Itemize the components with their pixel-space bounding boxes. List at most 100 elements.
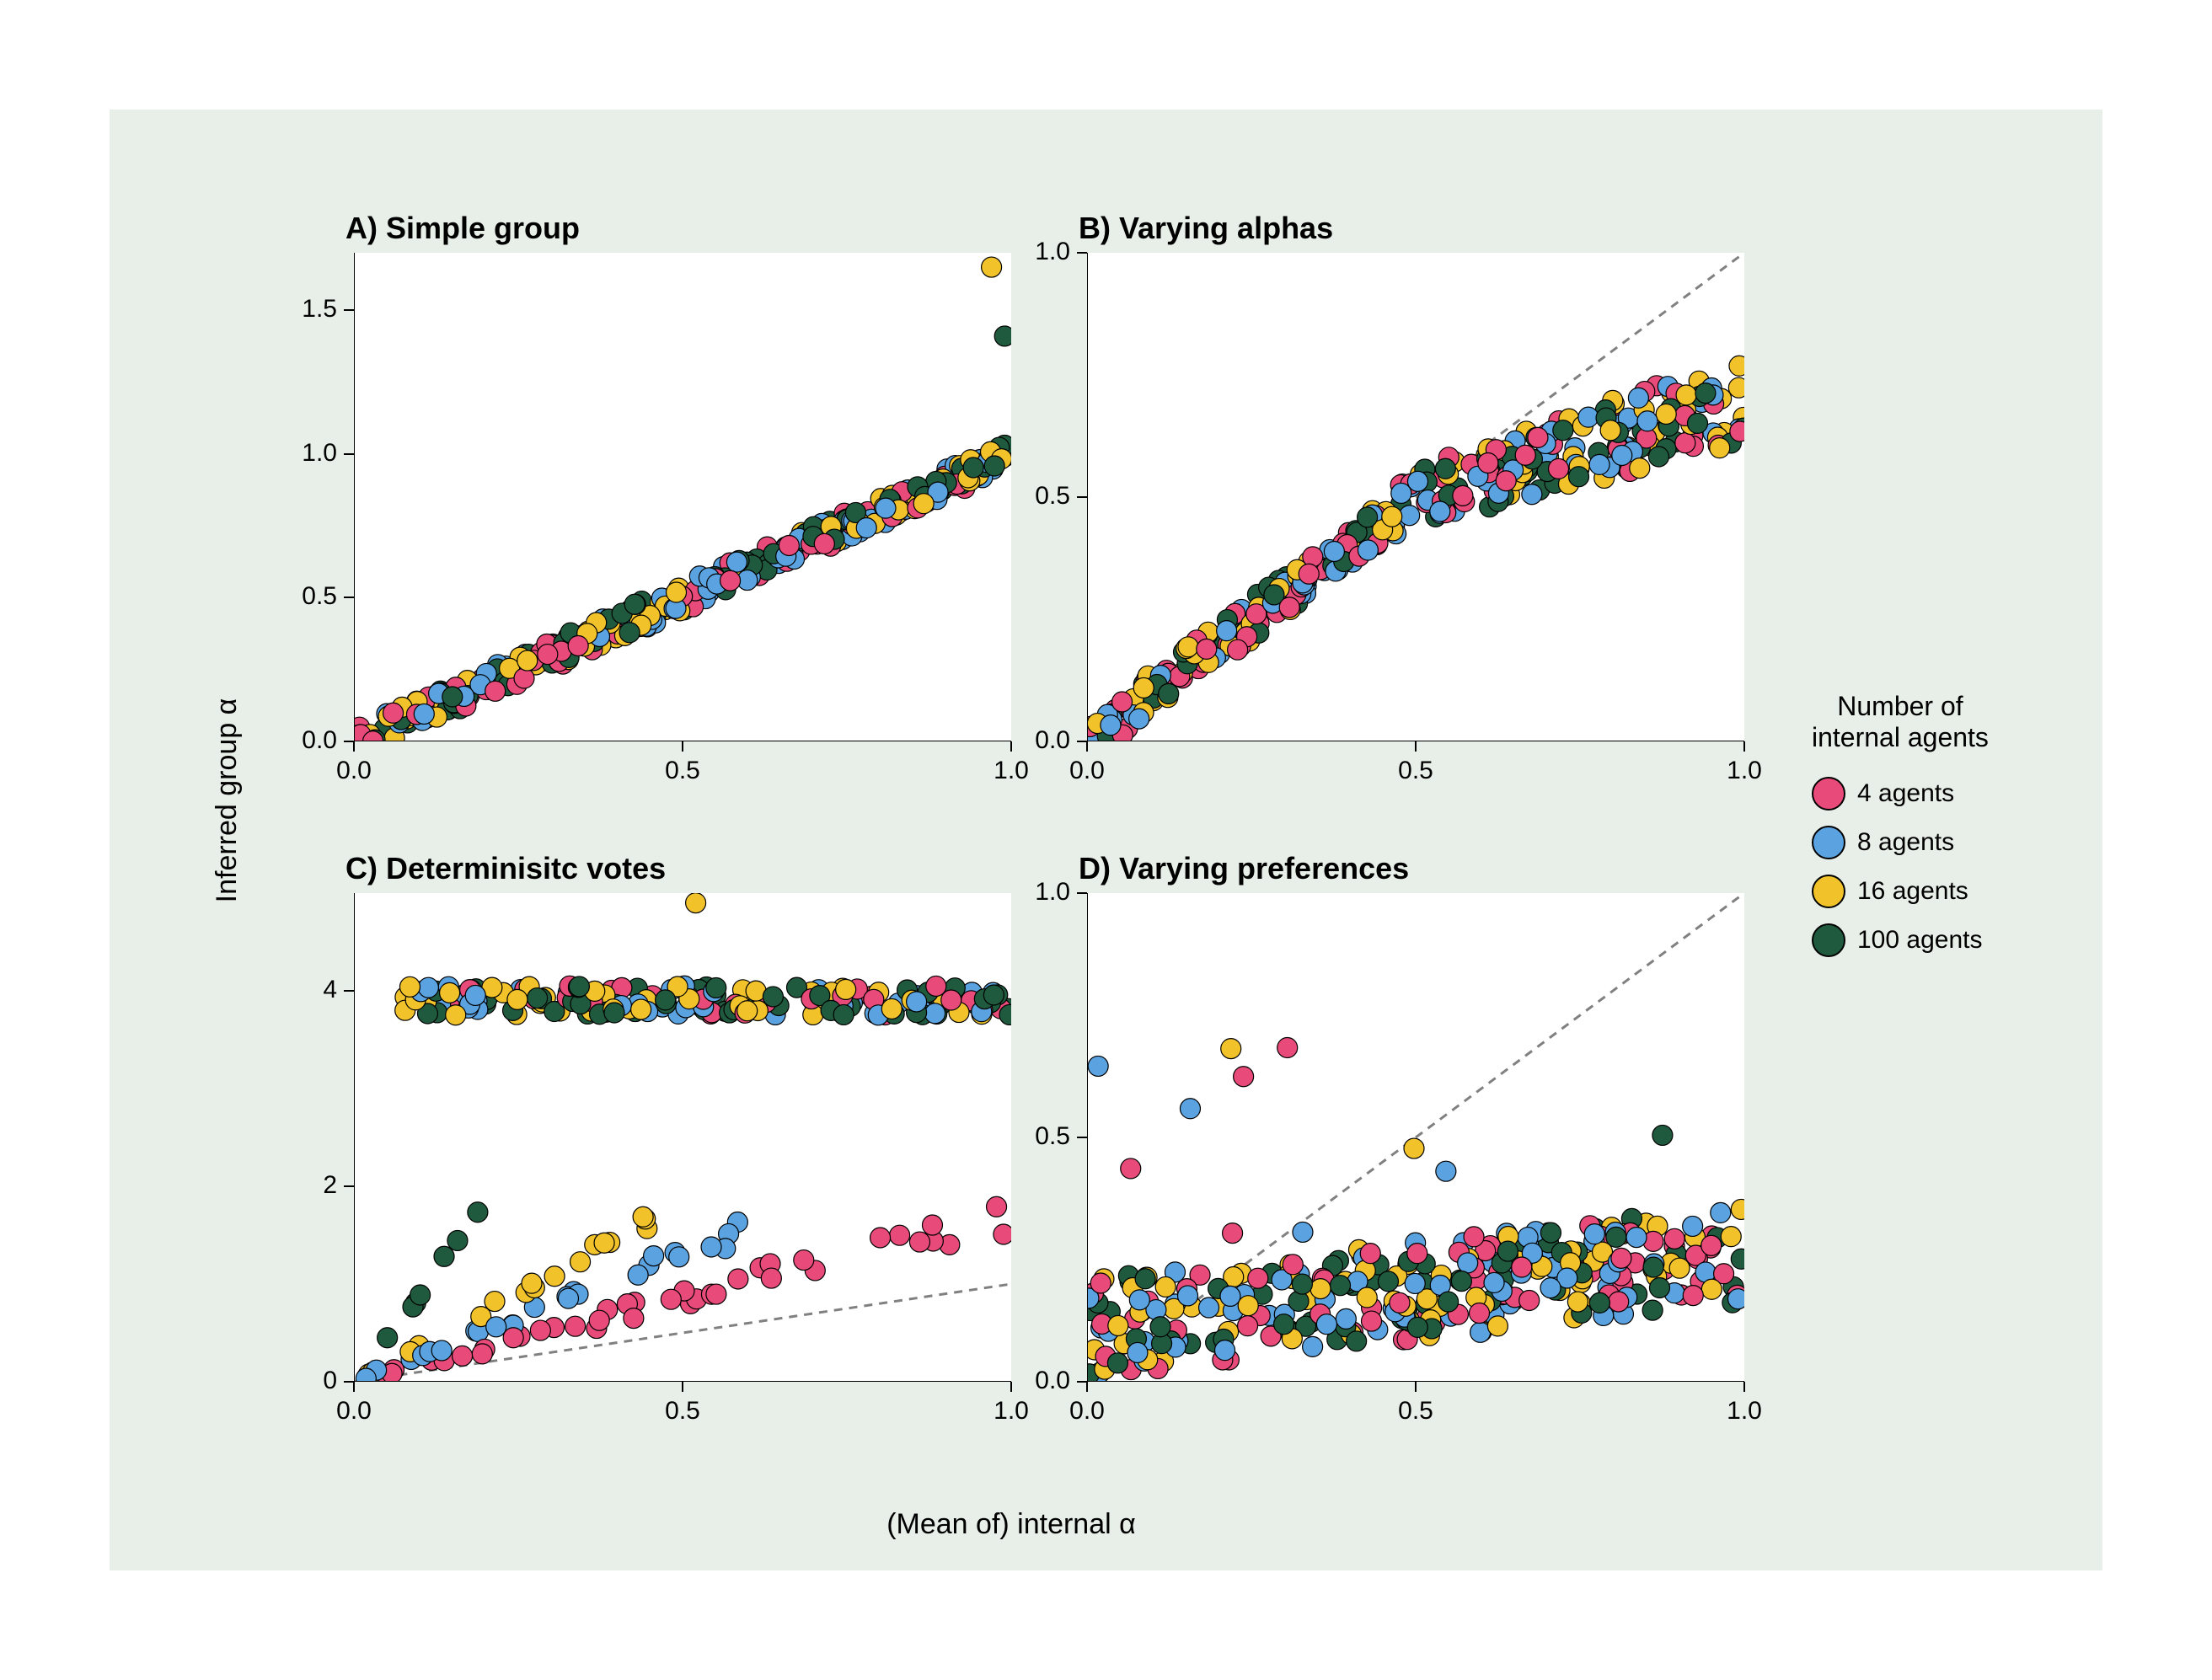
data-point (1710, 438, 1730, 458)
y-tick (1077, 1381, 1087, 1383)
data-point (890, 1225, 910, 1245)
x-tick (353, 1382, 355, 1392)
data-point (1133, 677, 1154, 698)
data-point (619, 623, 640, 643)
data-point (922, 1215, 942, 1235)
y-tick-label: 0.5 (1010, 482, 1070, 511)
data-point (570, 1252, 591, 1272)
data-point (1220, 1286, 1240, 1306)
panel-svg-d (1087, 893, 1744, 1382)
data-point (1217, 621, 1237, 641)
data-point (1609, 1292, 1629, 1312)
data-point (983, 985, 1004, 1005)
x-tick (1743, 1382, 1745, 1392)
data-point (909, 1232, 929, 1252)
x-tick (682, 1382, 683, 1392)
x-tick-label: 1.0 (977, 757, 1045, 785)
data-point (1357, 1287, 1377, 1308)
data-point (1127, 1342, 1148, 1362)
panel-title-b: B) Varying alphas (1079, 211, 1333, 246)
data-point (628, 1265, 648, 1285)
data-point (1438, 1292, 1459, 1312)
data-point (1221, 1039, 1241, 1059)
data-point (1405, 1273, 1425, 1293)
data-point (1199, 1297, 1219, 1318)
data-point (1701, 1235, 1722, 1255)
data-point (1478, 452, 1498, 473)
data-point (1729, 356, 1744, 376)
data-point (1589, 454, 1609, 474)
legend-item-4: 4 agents (1812, 777, 1989, 811)
x-tick-label: 1.0 (977, 1397, 1045, 1426)
data-point (876, 498, 896, 518)
data-point (1362, 1311, 1382, 1331)
x-tick-label: 0.5 (1382, 757, 1449, 785)
x-tick-label: 0.0 (320, 1397, 388, 1426)
data-point (941, 990, 961, 1010)
data-point (1390, 1292, 1410, 1313)
data-point (1589, 1292, 1609, 1313)
data-point (378, 1328, 398, 1348)
x-axis-label: (Mean of) internal α (758, 1508, 1264, 1541)
data-point (1664, 1228, 1684, 1249)
data-point (779, 535, 799, 555)
legend-label: 4 agents (1857, 779, 1954, 808)
data-point (468, 1202, 488, 1223)
data-point (1435, 458, 1455, 479)
data-point (1293, 1222, 1313, 1242)
data-point (987, 1196, 1007, 1217)
data-point (1611, 1248, 1631, 1268)
legend-title: Number of internal agents (1812, 691, 1989, 753)
data-point (1404, 1138, 1424, 1158)
data-point (1569, 467, 1589, 487)
data-point (1378, 1271, 1398, 1292)
y-tick-label: 2 (276, 1171, 337, 1200)
y-tick-label: 1.0 (1010, 878, 1070, 907)
data-point (644, 1246, 664, 1266)
data-point (1628, 388, 1648, 408)
data-point (1695, 383, 1716, 404)
data-point (465, 985, 485, 1005)
data-point (410, 1285, 431, 1305)
y-tick-label: 0.0 (1010, 1367, 1070, 1395)
data-point (1248, 1268, 1268, 1288)
panel-svg-a (354, 253, 1011, 741)
y-tick (344, 453, 354, 455)
data-point (1121, 1158, 1141, 1179)
data-point (1626, 1228, 1647, 1248)
data-point (569, 976, 589, 997)
data-point (1279, 597, 1299, 618)
data-point (446, 1005, 466, 1025)
data-point (594, 1233, 614, 1253)
panel-title-d: D) Varying preferences (1079, 851, 1409, 886)
data-point (1637, 411, 1658, 431)
y-tick (1077, 1137, 1087, 1138)
data-point (1283, 1255, 1303, 1275)
data-point (1528, 427, 1548, 447)
y-tick-label: 1.5 (276, 295, 337, 324)
data-point (1238, 1316, 1258, 1336)
data-point (631, 999, 651, 1019)
x-tick-label: 0.0 (1053, 1397, 1121, 1426)
data-point (1567, 1292, 1588, 1312)
data-point (1584, 1224, 1604, 1244)
legend-dot-icon (1812, 923, 1845, 957)
data-point (726, 552, 747, 572)
data-point (1656, 404, 1676, 424)
data-point (530, 1320, 550, 1340)
x-tick (353, 741, 355, 752)
x-tick (682, 741, 683, 752)
data-point (1453, 485, 1473, 506)
data-point (1358, 507, 1378, 527)
data-point (881, 998, 902, 1019)
data-point (1129, 709, 1149, 729)
data-point (1129, 1290, 1149, 1310)
x-tick-label: 0.0 (320, 757, 388, 785)
data-point (706, 1284, 726, 1304)
data-point (1180, 1099, 1200, 1119)
x-tick-label: 0.0 (1053, 757, 1121, 785)
data-point (486, 1317, 506, 1337)
data-point (661, 1289, 681, 1309)
data-point (706, 977, 726, 998)
data-point (1310, 1279, 1331, 1299)
